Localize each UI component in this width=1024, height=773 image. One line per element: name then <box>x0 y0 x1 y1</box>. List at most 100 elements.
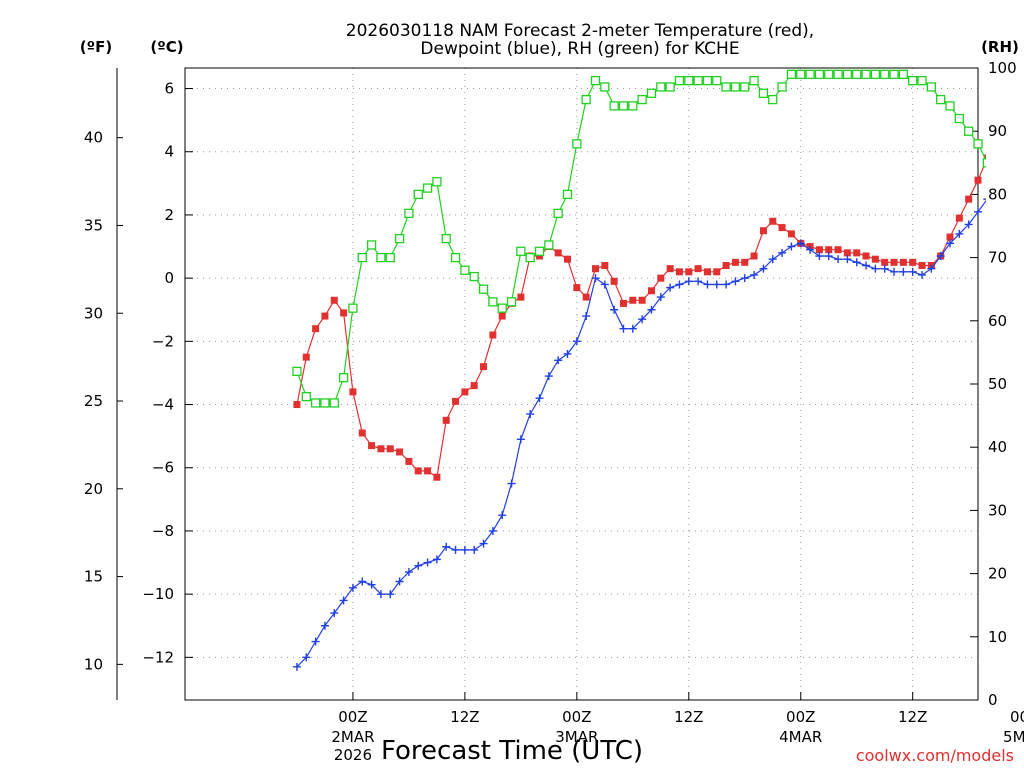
rh-point <box>329 398 339 408</box>
rh-tick-label: 20 <box>988 565 1007 583</box>
dewpoint-point <box>964 220 973 229</box>
dewpoint-point <box>843 255 852 264</box>
x-tick-date-label: 2MAR <box>331 728 374 746</box>
temperature-point <box>815 246 823 254</box>
x-tick-label: 12Z <box>898 708 927 726</box>
dewpoint-point <box>768 255 777 264</box>
dewpoint-point <box>955 229 964 238</box>
chart-subtitle: Dewpoint (blue), RH (green) for KCHE <box>420 39 739 59</box>
temperature-point <box>489 331 497 339</box>
dewpoint-point <box>320 621 329 630</box>
rh-tick-label: 0 <box>988 691 998 709</box>
x-axis-title: Forecast Time (UTC) <box>381 736 643 766</box>
plot-frame <box>184 67 979 701</box>
rh-tick-label: 60 <box>988 312 1007 330</box>
rh-point <box>805 69 815 79</box>
temperature-line <box>296 159 986 479</box>
rh-point <box>432 177 442 187</box>
dewpoint-point <box>544 372 553 381</box>
temperature-point <box>312 325 320 333</box>
temperature-point <box>881 258 889 266</box>
temperature-point <box>787 230 795 238</box>
temperature-point <box>909 258 917 266</box>
temperature-point <box>657 274 665 282</box>
dewpoint-point <box>946 239 955 248</box>
temperature-point <box>377 445 385 453</box>
rh-point <box>628 101 638 111</box>
x-tick-year-label: 2026 <box>334 746 372 764</box>
rh-point <box>982 158 986 168</box>
temperature-point <box>703 268 711 276</box>
temperature-point <box>946 233 954 241</box>
rh-point <box>1021 96 1024 104</box>
temperature-point <box>955 214 963 222</box>
dewpoint-point <box>936 252 945 261</box>
fahrenheit-tick-label: 30 <box>84 304 103 322</box>
dewpoint-point <box>516 435 525 444</box>
temperature-point <box>349 388 357 396</box>
dewpoint-point <box>675 280 684 289</box>
dewpoint-point <box>638 315 647 324</box>
rh-point <box>964 126 974 136</box>
rh-point <box>665 82 675 92</box>
dewpoint-point <box>759 264 768 273</box>
rh-point <box>852 69 862 79</box>
rh-point <box>618 101 629 111</box>
dewpoint-point <box>498 511 507 520</box>
temperature-point <box>414 467 422 475</box>
dewpoint-point <box>526 410 535 419</box>
dewpoint-point <box>974 207 982 216</box>
rh-point <box>637 94 647 105</box>
x-tick-label: 00Z <box>786 708 815 726</box>
dewpoint-point <box>479 539 488 548</box>
rh-point <box>310 398 321 408</box>
temperature-point <box>750 252 758 260</box>
fahrenheit-tick-label: 40 <box>84 129 103 147</box>
dewpoint-point <box>824 252 833 261</box>
rh-point <box>292 366 302 377</box>
temperature-point <box>591 265 599 273</box>
temperature-point <box>722 262 730 269</box>
dewpoint-point <box>666 283 675 292</box>
rh-unit-label: (RH) <box>981 38 1019 56</box>
rh-point <box>824 69 834 79</box>
dewpoint-point <box>395 577 404 586</box>
rh-point <box>581 94 591 105</box>
rh-point <box>338 373 349 383</box>
temperature-point <box>853 249 861 257</box>
rh-point <box>422 183 433 193</box>
temperature-point <box>647 287 655 295</box>
temperature-point <box>302 353 310 361</box>
rh-point <box>993 159 1001 167</box>
rh-point <box>488 297 498 307</box>
dewpoint-point <box>899 267 908 276</box>
dewpoint-point <box>722 280 731 289</box>
rh-point <box>609 101 619 111</box>
dewpoint-point <box>852 258 861 267</box>
celsius-tick-label: −8 <box>152 522 174 540</box>
temperature-point <box>1012 98 1019 105</box>
rh-point <box>721 82 731 92</box>
temperature-point <box>666 265 674 273</box>
rh-point <box>926 82 937 92</box>
dewpoint-point <box>703 280 712 289</box>
rh-point <box>768 94 778 105</box>
rh-point <box>534 246 545 256</box>
temperature-point <box>442 416 450 424</box>
dewpoint-point <box>488 526 497 535</box>
temperature-point <box>470 382 478 390</box>
temperature-point <box>433 473 441 481</box>
dewpoint-point <box>507 479 516 488</box>
temperature-point <box>573 284 581 292</box>
dewpoint-point <box>862 261 871 270</box>
temperature-point <box>629 296 637 304</box>
temperature-point <box>731 258 739 266</box>
temperature-point <box>386 445 394 453</box>
dewpoint-point <box>460 545 469 554</box>
temperature-point <box>974 176 982 184</box>
rh-tick-label: 40 <box>988 438 1007 456</box>
temperature-point <box>452 397 460 405</box>
rh-point <box>796 69 806 79</box>
dewpoint-point <box>358 577 367 586</box>
dewpoint-point <box>740 274 749 283</box>
